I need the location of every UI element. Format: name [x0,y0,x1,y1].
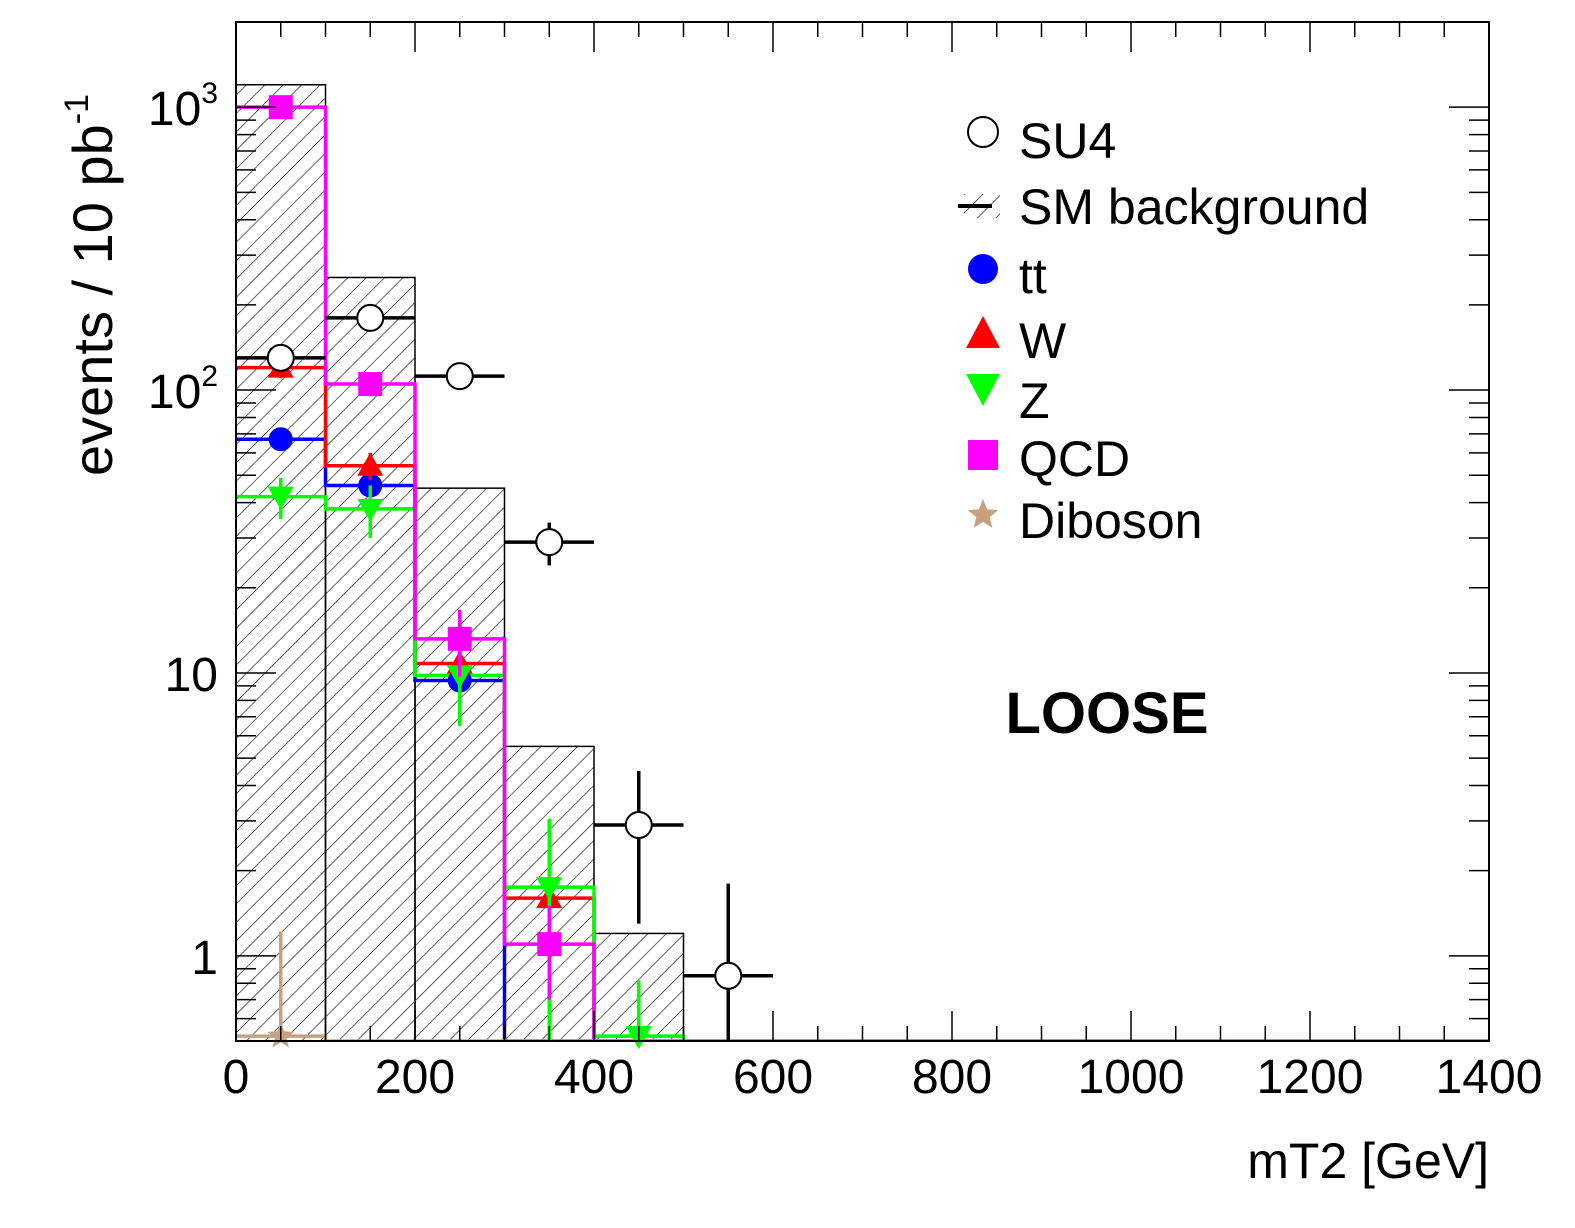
y-tick-labels: 1 10 102 103 [148,77,218,985]
legend-entry-sm-background: SM background [958,179,1369,235]
marker-su4 [445,362,474,391]
legend-marker-circle [968,254,998,284]
sm-background-histogram [235,84,685,1042]
marker-su4 [266,343,295,372]
x-tick-label: 600 [733,1051,813,1104]
marker-z [446,665,473,689]
legend-entry-w: W [966,313,1067,369]
data-points [236,95,773,1050]
sm-background-bar [235,84,327,1042]
marker-su4 [624,811,653,840]
legend: SU4 SM background tt W Z QCD Diboson [958,113,1369,549]
legend-label-sm-background: SM background [1019,179,1369,235]
y-tick-label: 10 [165,649,218,702]
x-tick-label: 0 [223,1051,250,1104]
y-axis-title: events / 10 pb-1 [58,94,124,476]
marker-qcd [358,372,383,397]
x-tick-label: 1400 [1436,1051,1543,1104]
legend-marker-star [967,499,999,528]
x-tick-label: 1200 [1257,1051,1364,1104]
legend-label-tt: tt [1019,248,1047,304]
y-tick-label: 102 [148,360,218,419]
marker-su4 [535,528,564,557]
marker-su4 [714,961,743,990]
y-tick-label: 1 [191,932,218,985]
histogram-qcd [236,105,1489,1041]
x-tick-labels: 0 200 400 600 800 1000 1200 1400 [223,1051,1543,1104]
legend-entry-z: Z [966,373,1050,429]
marker-tt [268,427,293,452]
marker-z [357,498,384,522]
legend-label-diboson: Diboson [1019,493,1202,549]
legend-marker-triangle-up [966,316,1000,348]
legend-label-su4: SU4 [1019,113,1116,169]
axis-ticks [235,21,1490,1042]
x-tick-label: 400 [554,1051,634,1104]
legend-marker-triangle-down [966,374,1000,406]
marker-z [536,877,563,901]
legend-entry-su4: SU4 [967,113,1116,169]
legend-marker-open-circle [967,116,999,148]
legend-entry-qcd: QCD [968,431,1130,487]
histogram-tt [236,437,1489,1041]
marker-qcd [447,626,472,651]
legend-label-z: Z [1019,373,1050,429]
legend-label-w: W [1019,313,1067,369]
y-tick-label: 103 [148,77,218,136]
sm-background-bar [414,487,506,1042]
x-axis-title: mT2 [GeV] [1247,1133,1489,1189]
legend-label-qcd: QCD [1019,431,1130,487]
x-tick-label: 200 [375,1051,455,1104]
sm-background-bar [324,276,416,1042]
legend-entry-diboson: Diboson [967,493,1202,549]
marker-z [267,486,294,510]
x-tick-label: 800 [912,1051,992,1104]
x-tick-label: 1000 [1078,1051,1185,1104]
legend-entry-tt: tt [968,248,1047,304]
marker-qcd [537,932,562,957]
legend-marker-square [968,440,998,470]
marker-w [357,452,384,476]
marker-su4 [356,303,385,332]
loose-annotation: LOOSE [1005,681,1208,746]
